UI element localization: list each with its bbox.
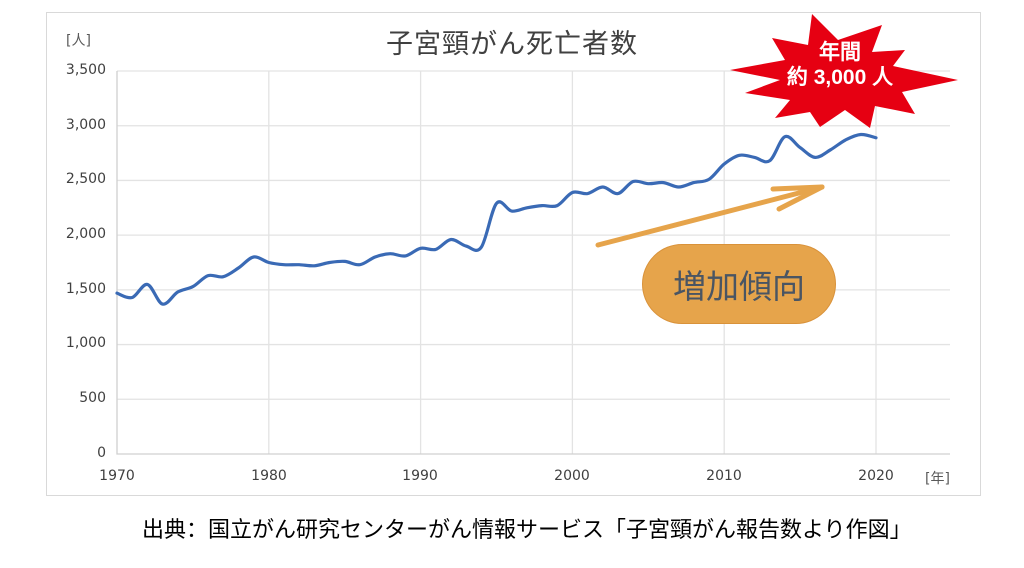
starburst-line2: 約 3,000 人 — [786, 66, 894, 89]
y-tick: 2,500 — [65, 171, 106, 187]
trend-label-text: 増加傾向 — [673, 267, 805, 306]
trend-arrow-icon — [595, 184, 825, 248]
x-tick: 2010 — [706, 468, 742, 484]
source-caption: 出典：国立がん研究センターがん情報サービス「子宮頸がん報告数より作図」 — [142, 518, 912, 543]
x-axis-unit: [年] — [925, 471, 950, 487]
y-tick: 1,500 — [65, 281, 106, 297]
y-tick: 2,000 — [65, 226, 106, 242]
x-tick: 1980 — [251, 468, 287, 484]
starburst-line1: 年間 — [819, 41, 861, 64]
x-tick: 1970 — [99, 468, 135, 484]
y-tick: 3,500 — [65, 62, 106, 78]
trend-label: 増加傾向 — [642, 244, 836, 324]
x-tick: 2020 — [858, 468, 894, 484]
x-tick: 1990 — [402, 468, 438, 484]
chart-title: 子宮頸がん死亡者数 — [386, 29, 638, 60]
starburst-label: 年間 約 3,000 人 — [760, 40, 920, 90]
starburst-icon — [730, 14, 958, 128]
y-axis-unit: [人] — [66, 33, 91, 49]
y-tick: 500 — [79, 390, 106, 406]
y-tick: 1,000 — [65, 335, 106, 351]
data-line — [115, 132, 878, 306]
x-tick: 2000 — [554, 468, 590, 484]
y-tick: 3,000 — [65, 117, 106, 133]
y-tick: 0 — [97, 445, 106, 461]
